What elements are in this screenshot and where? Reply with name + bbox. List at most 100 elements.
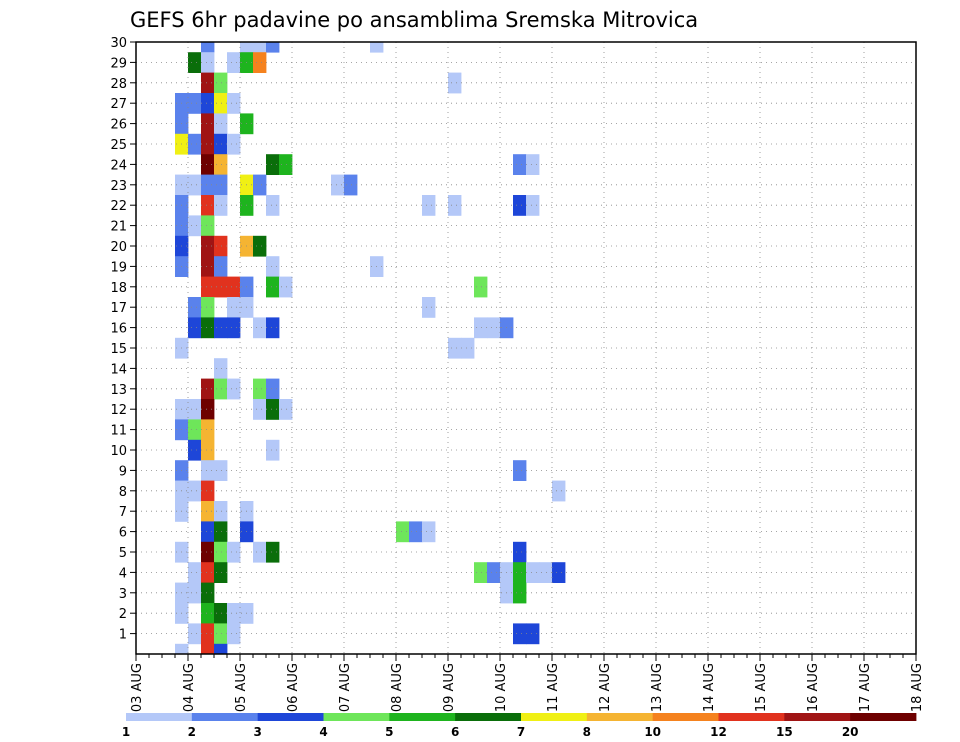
x-tick-label: 04 AUG [182, 663, 197, 712]
colorbar-label: 2 [188, 725, 196, 739]
y-tick-label: 29 [110, 56, 127, 71]
heatmap-cell [214, 460, 228, 481]
heatmap-cell [214, 93, 228, 114]
heatmap-cell [201, 378, 215, 400]
heatmap-cell [266, 276, 280, 298]
heatmap-cell [214, 256, 228, 277]
heatmap-cell [201, 154, 215, 175]
heatmap-cell [331, 174, 345, 196]
y-tick-label: 25 [110, 138, 127, 153]
heatmap-cell [201, 399, 215, 420]
heatmap-cell [344, 174, 358, 196]
y-tick-label: 24 [110, 158, 127, 173]
y-tick-label: 10 [110, 444, 127, 459]
x-tick-label: 07 AUG [338, 663, 353, 712]
heatmap-cell [188, 439, 202, 461]
heatmap-cell [201, 215, 215, 237]
y-tick-label: 12 [110, 403, 127, 418]
colorbar-label: 8 [583, 725, 591, 739]
heatmap-cell [201, 623, 215, 645]
heatmap-cell [214, 154, 228, 175]
colorbar-label: 20 [842, 725, 859, 739]
x-tick-label: 11 AUG [546, 663, 561, 712]
heatmap-cell [279, 154, 293, 175]
heatmap-cell [266, 541, 280, 563]
y-tick-label: 3 [119, 587, 127, 602]
heatmap-cell [396, 521, 410, 543]
heatmap-cell [214, 562, 228, 583]
y-tick-label: 8 [119, 485, 127, 500]
y-tick-label: 26 [110, 118, 127, 133]
y-tick-label: 22 [110, 199, 127, 214]
heatmap-cell [214, 603, 228, 624]
heatmap-cell [201, 42, 215, 53]
heatmap-cell [370, 42, 384, 53]
colorbar-label: 15 [776, 725, 793, 739]
heatmap-cell [474, 276, 488, 298]
heatmap-cell [279, 276, 293, 298]
heatmap-cell [487, 317, 501, 339]
heatmap-cell [201, 439, 215, 461]
colorbar: 1 2 3 4 5 6 7 8 10 12 15 20 [122, 713, 917, 739]
y-tick-label: 30 [110, 36, 127, 51]
y-tick-label: 2 [119, 607, 127, 622]
x-tick-label: 12 AUG [598, 663, 613, 712]
heatmap-cell [253, 399, 267, 420]
heatmap-cell [227, 317, 241, 339]
x-tick-label: 14 AUG [702, 663, 717, 712]
heatmap-cell [253, 42, 267, 53]
heatmap-cell [513, 541, 527, 563]
colorbar-segment [850, 713, 917, 721]
colorbar-label: 6 [451, 725, 459, 739]
heatmap-cell [513, 623, 527, 645]
colorbar-label: 3 [253, 725, 261, 739]
heatmap-cell [214, 521, 228, 543]
heatmap-cell [201, 541, 215, 563]
x-tick-label: 06 AUG [286, 663, 301, 712]
colorbar-label: 5 [385, 725, 393, 739]
heatmap-cell [266, 195, 280, 216]
colorbar-label: 10 [644, 725, 661, 739]
colorbar-segment [389, 713, 456, 721]
colorbar-segment [126, 713, 193, 721]
y-tick-label: 13 [110, 383, 127, 398]
y-tick-label: 7 [119, 505, 127, 520]
x-tick-label: 15 AUG [754, 663, 769, 712]
heatmap-cell [214, 541, 228, 563]
heatmap-cell [201, 113, 215, 135]
y-tick-label: 18 [110, 281, 127, 296]
heatmap-cell [214, 501, 228, 522]
heatmap-cell [214, 378, 228, 400]
colorbar-segment [191, 713, 259, 721]
heatmap-cell [214, 113, 228, 135]
y-tick-label: 5 [119, 546, 127, 561]
heatmap-cell [227, 93, 241, 114]
heatmap-cell [201, 643, 215, 655]
heatmap-cell [188, 419, 202, 441]
y-tick-label: 23 [110, 179, 127, 194]
y-tick-label: 9 [119, 464, 127, 479]
y-tick-label: 14 [110, 362, 127, 377]
colorbar-label: 7 [517, 725, 525, 739]
heatmap-cell [214, 235, 228, 257]
heatmap-cell [201, 174, 215, 196]
heatmap-cell [240, 42, 254, 53]
heatmap-cell [188, 562, 202, 583]
heatmap-cell [214, 358, 228, 379]
x-tick-label: 13 AUG [650, 663, 665, 712]
heatmap-cell [188, 93, 202, 114]
heatmap-cell [422, 521, 436, 543]
colorbar-label: 12 [710, 725, 727, 739]
heatmap-cell [201, 603, 215, 624]
heatmap-cell [201, 480, 215, 502]
x-tick-label: 09 AUG [442, 663, 457, 712]
colorbar-label: 4 [319, 725, 327, 739]
heatmap-cell [201, 235, 215, 257]
heatmap-cell [175, 643, 189, 655]
colorbar-segment [323, 713, 390, 721]
colorbar-label: 1 [122, 725, 130, 739]
heatmap-cell [474, 317, 488, 339]
heatmap-cell [188, 133, 202, 155]
heatmap-cell [539, 562, 553, 583]
